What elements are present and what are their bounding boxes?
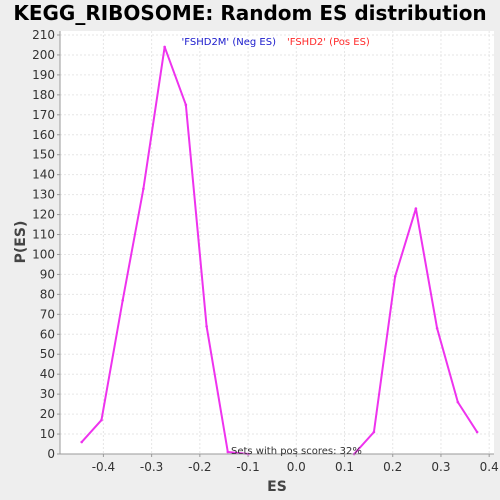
y-tick-label: 90 [40,267,55,281]
y-tick-label: 190 [32,68,55,82]
legend-neg-es: 'FSHD2M' (Neg ES) [182,37,277,48]
y-tick-label: 140 [32,168,55,182]
annotation-pos-scores: Sets with pos scores: 32% [231,446,362,457]
y-tick-label: 0 [47,447,55,461]
curve-point [372,430,376,434]
x-tick-label: -0.4 [92,460,115,474]
y-tick-label: 130 [32,188,55,202]
y-tick-label: 20 [40,407,55,421]
curve-point [475,430,479,434]
curve-point [226,450,230,454]
x-tick-label: 0.1 [335,460,354,474]
y-tick-label: 80 [40,287,55,301]
x-axis-title: ES [267,479,287,495]
x-tick-label: -0.2 [188,460,211,474]
distribution-curve-layer [80,45,479,456]
curve-point [393,275,397,278]
curve-point [184,103,188,107]
curve-point [80,440,83,444]
x-tick-label: -0.3 [140,460,163,474]
curve-point [163,45,166,49]
y-tick-label: 160 [32,128,55,142]
curve-point [414,207,418,210]
curve-point [121,299,124,302]
curve-point [142,187,145,190]
y-axis-title: P(ES) [13,221,29,264]
y-tick-label: 210 [32,28,55,42]
x-axis-ticks: -0.4 -0.3 -0.2 -0.1 0.0 0.1 0.2 0.3 0.4 [92,454,499,474]
grid-lines [60,31,494,455]
chart-title: KEGG_RIBOSOME: Random ES distribution [13,1,487,25]
x-tick-label: 0.3 [431,460,450,474]
y-tick-label: 150 [32,148,55,162]
x-tick-label: 0.4 [480,460,499,474]
x-tick-label: 0.0 [287,460,306,474]
x-tick-label: 0.2 [383,460,402,474]
y-axis-ticks: 0 10 20 30 40 50 60 70 80 90 100 110 120 130 140 150 160… [32,28,60,461]
curve-point [456,400,460,404]
y-tick-label: 200 [32,48,55,62]
y-tick-label: 70 [40,307,55,321]
y-tick-label: 180 [32,88,55,102]
y-tick-label: 30 [40,387,55,401]
legend-pos-es: 'FSHD2' (Pos ES) [287,37,370,48]
y-tick-label: 110 [32,228,55,242]
y-tick-label: 100 [32,247,55,261]
y-tick-label: 120 [32,208,55,222]
x-tick-label: -0.1 [236,460,259,474]
curve-point [435,326,439,330]
y-tick-label: 60 [40,327,55,341]
curve-point [205,325,208,328]
y-tick-label: 170 [32,108,55,122]
curve-point [100,418,103,422]
y-tick-label: 10 [40,427,55,441]
y-tick-label: 40 [40,367,55,381]
y-tick-label: 50 [40,347,55,361]
